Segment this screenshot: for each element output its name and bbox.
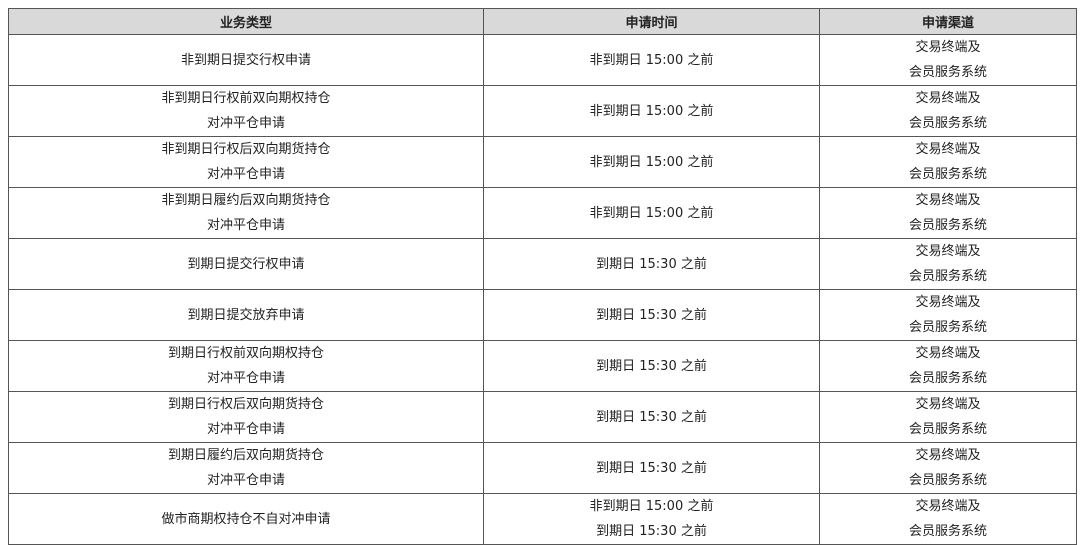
header-application-time: 申请时间 — [483, 8, 820, 35]
table-row: 非到期日履约后双向期货持仓 对冲平仓申请 非到期日 15:00 之前 交易终端及会员服… — [8, 187, 1077, 239]
application-channel-cell: 交易终端及会员服务系统 — [819, 442, 1077, 494]
header-application-channel: 申请渠道 — [819, 8, 1077, 35]
cell-text-line: 到期日提交放弃申请 — [187, 307, 305, 323]
cell-text-line: 会员服务系统 — [908, 473, 987, 488]
cell-text-line: 交易终端及 — [915, 244, 981, 259]
cell-text-line: 会员服务系统 — [908, 371, 987, 386]
business-application-table: 业务类型 申请时间 申请渠道 非到期日提交行权申请 非到期日 15:00 之前 交易… — [8, 8, 1077, 545]
cell-text-line: 非到期日 15:00 之前 — [589, 499, 714, 514]
cell-text-line: 会员服务系统 — [908, 116, 987, 131]
cell-text-line: 到期日行权后双向期货持仓 — [167, 397, 324, 412]
business-type-cell: 非到期日行权后双向期货持仓 对冲平仓申请 — [8, 136, 484, 188]
application-channel-cell: 交易终端及会员服务系统 — [819, 238, 1077, 290]
business-type-cell: 非到期日提交行权申请 — [8, 34, 484, 86]
cell-text-line: 非到期日行权后双向期货持仓 — [161, 142, 331, 157]
cell-text-line: 非到期日行权前双向期权持仓 — [161, 91, 331, 106]
cell-text-line: 对冲平仓申请 — [206, 371, 285, 386]
table-row: 到期日提交行权申请 到期日 15:30 之前 交易终端及会员服务系统 — [8, 238, 1077, 290]
cell-text-line: 非到期日 15:00 之前 — [589, 154, 714, 170]
cell-text-line: 交易终端及 — [915, 295, 981, 310]
application-channel-cell: 交易终端及会员服务系统 — [819, 289, 1077, 341]
business-type-cell: 做市商期权持仓不自对冲申请 — [8, 493, 484, 545]
cell-text-line: 对冲平仓申请 — [206, 167, 285, 182]
application-time-cell: 到期日 15:30 之前 — [483, 391, 820, 443]
cell-text-line: 到期日提交行权申请 — [187, 256, 305, 272]
cell-text-line: 对冲平仓申请 — [206, 116, 285, 131]
cell-text-line: 做市商期权持仓不自对冲申请 — [161, 511, 331, 527]
business-type-cell: 到期日提交放弃申请 — [8, 289, 484, 341]
business-type-cell: 到期日履约后双向期货持仓 对冲平仓申请 — [8, 442, 484, 494]
application-channel-cell: 交易终端及会员服务系统 — [819, 136, 1077, 188]
application-channel-cell: 交易终端及会员服务系统 — [819, 34, 1077, 86]
table-row: 到期日行权前双向期权持仓 对冲平仓申请 到期日 15:30 之前 交易终端及会员服务系… — [8, 340, 1077, 392]
table-row: 做市商期权持仓不自对冲申请 非到期日 15:00 之前 到期日 15:30 之前 交易… — [8, 493, 1077, 545]
business-type-cell: 非到期日履约后双向期货持仓 对冲平仓申请 — [8, 187, 484, 239]
cell-text-line: 会员服务系统 — [908, 524, 987, 539]
cell-text-line: 会员服务系统 — [908, 320, 987, 335]
cell-text-line: 交易终端及 — [915, 397, 981, 412]
cell-text-line: 对冲平仓申请 — [206, 473, 285, 488]
application-time-cell: 到期日 15:30 之前 — [483, 289, 820, 341]
cell-text-line: 到期日 15:30 之前 — [596, 460, 707, 476]
cell-text-line: 交易终端及 — [915, 193, 981, 208]
cell-text-line: 会员服务系统 — [908, 269, 987, 284]
application-channel-cell: 交易终端及会员服务系统 — [819, 493, 1077, 545]
cell-text-line: 会员服务系统 — [908, 218, 987, 233]
cell-text-line: 非到期日 15:00 之前 — [589, 103, 714, 119]
cell-text-line: 到期日行权前双向期权持仓 — [167, 346, 324, 361]
table-body: 非到期日提交行权申请 非到期日 15:00 之前 交易终端及 会员服务系统 非到期日行权… — [8, 34, 1077, 545]
header-row: 业务类型 申请时间 申请渠道 — [8, 8, 1077, 35]
cell-text-line: 到期日 15:30 之前 — [596, 409, 707, 425]
cell-text-line: 非到期日 15:00 之前 — [589, 205, 714, 221]
business-type-cell: 到期日行权前双向期权持仓 对冲平仓申请 — [8, 340, 484, 392]
header-business-type: 业务类型 — [8, 8, 484, 35]
cell-text-line: 会员服务系统 — [908, 65, 987, 80]
application-time-cell: 非到期日 15:00 之前 — [483, 136, 820, 188]
table-row: 非到期日提交行权申请 非到期日 15:00 之前 交易终端及会员服务系统 — [8, 34, 1077, 86]
cell-text-line: 会员服务系统 — [908, 167, 987, 182]
cell-text-line: 交易终端及 — [915, 142, 981, 157]
cell-text-line: 到期日 15:30 之前 — [596, 256, 707, 272]
application-time-cell: 非到期日 15:00 之前 到期日 15:30 之前 — [483, 493, 820, 545]
cell-text-line: 交易终端及 — [915, 346, 981, 361]
application-time-cell: 到期日 15:30 之前 — [483, 442, 820, 494]
cell-text-line: 对冲平仓申请 — [206, 218, 285, 233]
business-type-cell: 到期日提交行权申请 — [8, 238, 484, 290]
cell-text-line: 交易终端及 — [915, 499, 981, 514]
application-time-cell: 到期日 15:30 之前 — [483, 340, 820, 392]
application-time-cell: 到期日 15:30 之前 — [483, 238, 820, 290]
table-row: 非到期日行权前双向期权持仓 对冲平仓申请 非到期日 15:00 之前 交易终端及会员服… — [8, 85, 1077, 137]
cell-text-line: 到期日 15:30 之前 — [596, 524, 707, 539]
application-channel-cell: 交易终端及会员服务系统 — [819, 340, 1077, 392]
cell-text-line: 非到期日提交行权申请 — [180, 52, 311, 68]
cell-text-line: 非到期日履约后双向期货持仓 — [161, 193, 331, 208]
cell-text-line: 会员服务系统 — [908, 422, 987, 437]
table-row: 非到期日行权后双向期货持仓 对冲平仓申请 非到期日 15:00 之前 交易终端及会员服… — [8, 136, 1077, 188]
cell-text-line: 到期日 15:30 之前 — [596, 358, 707, 374]
cell-text-line: 交易终端及 — [915, 91, 981, 106]
application-time-cell: 非到期日 15:00 之前 — [483, 187, 820, 239]
application-channel-cell: 交易终端及会员服务系统 — [819, 85, 1077, 137]
cell-text-line: 交易终端及 — [915, 448, 981, 463]
application-time-cell: 非到期日 15:00 之前 — [483, 34, 820, 86]
table-row: 到期日履约后双向期货持仓 对冲平仓申请 到期日 15:30 之前 交易终端及会员服务系… — [8, 442, 1077, 494]
business-type-cell: 到期日行权后双向期货持仓 对冲平仓申请 — [8, 391, 484, 443]
application-channel-cell: 交易终端及会员服务系统 — [819, 187, 1077, 239]
cell-text-line: 到期日 15:30 之前 — [596, 307, 707, 323]
cell-text-line: 对冲平仓申请 — [206, 422, 285, 437]
table-row: 到期日行权后双向期货持仓 对冲平仓申请 到期日 15:30 之前 交易终端及会员服务系… — [8, 391, 1077, 443]
business-type-cell: 非到期日行权前双向期权持仓 对冲平仓申请 — [8, 85, 484, 137]
table-row: 到期日提交放弃申请 到期日 15:30 之前 交易终端及会员服务系统 — [8, 289, 1077, 341]
cell-text-line: 非到期日 15:00 之前 — [589, 52, 714, 68]
application-time-cell: 非到期日 15:00 之前 — [483, 85, 820, 137]
cell-text-line: 交易终端及 — [915, 40, 981, 55]
application-channel-cell: 交易终端及会员服务系统 — [819, 391, 1077, 443]
cell-text-line: 到期日履约后双向期货持仓 — [167, 448, 324, 463]
